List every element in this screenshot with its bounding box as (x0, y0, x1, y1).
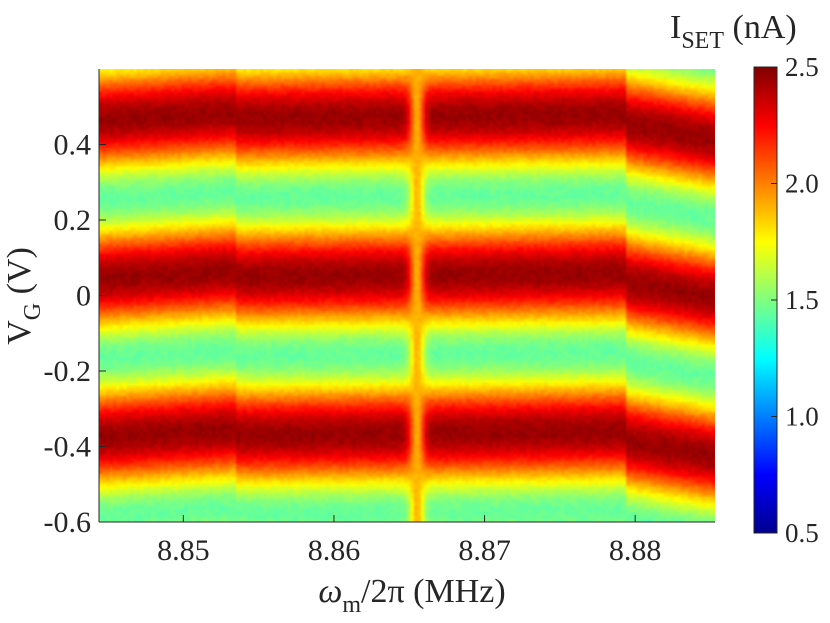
colorbar-label-rest: (nA) (724, 9, 797, 46)
heatmap-image (99, 69, 715, 522)
colorbar-tick-label: 1.0 (785, 402, 819, 432)
y-tick-label: -0.6 (44, 506, 92, 539)
colorbar-ticks: 2.5 2.0 1.5 1.0 0.5 (771, 52, 819, 548)
colorbar-tick-label: 1.5 (785, 285, 819, 315)
y-tick-label: 0 (76, 280, 91, 313)
x-axis-label-rest: /2π (MHz) (361, 573, 506, 610)
colorbar-label: ISET (nA) (670, 9, 797, 54)
x-tick-label: 8.86 (308, 534, 361, 567)
colorbar-label-sub: SET (681, 28, 724, 54)
y-tick-label: 0.2 (54, 204, 92, 237)
y-axis-label-sub: G (20, 303, 46, 320)
x-tick-label: 8.87 (458, 534, 511, 567)
y-axis-ticks: 0.4 0.2 0 -0.2 -0.4 -0.6 (44, 129, 106, 539)
y-axis-label-rest: (V) (1, 247, 38, 303)
colorbar-tick-label: 2.0 (785, 169, 819, 199)
heatmap-plot-area (99, 69, 715, 522)
y-axis-label-base: V (1, 320, 38, 345)
colorbar-tick-label: 0.5 (785, 518, 819, 548)
y-tick-label: 0.4 (54, 129, 92, 162)
x-axis-label-sub: m (342, 592, 361, 618)
x-tick-label: 8.85 (157, 534, 210, 567)
colorbar-tick-label: 2.5 (785, 52, 819, 82)
x-tick-label: 8.88 (609, 534, 662, 567)
x-axis-label: ωm/2π (MHz) (318, 573, 505, 618)
x-axis-ticks: 8.85 8.86 8.87 8.88 (157, 515, 661, 567)
x-axis-label-base: ω (318, 573, 342, 610)
colorbar-label-base: I (670, 9, 681, 46)
y-tick-label: -0.4 (44, 431, 92, 464)
y-axis-label: VG (V) (1, 247, 46, 345)
y-tick-label: -0.2 (44, 355, 92, 388)
